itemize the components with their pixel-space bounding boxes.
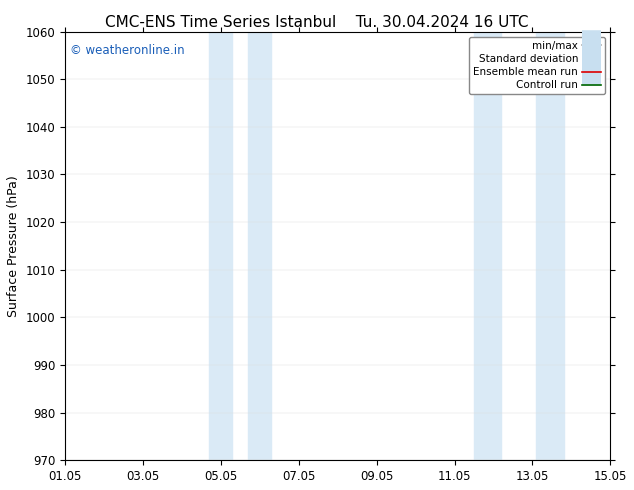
- Y-axis label: Surface Pressure (hPa): Surface Pressure (hPa): [7, 175, 20, 317]
- Legend: min/max, Standard deviation, Ensemble mean run, Controll run: min/max, Standard deviation, Ensemble me…: [469, 37, 605, 95]
- Text: CMC-ENS Time Series Istanbul    Tu. 30.04.2024 16 UTC: CMC-ENS Time Series Istanbul Tu. 30.04.2…: [105, 15, 529, 30]
- Bar: [248, 31, 271, 460]
- Text: © weatheronline.in: © weatheronline.in: [70, 45, 185, 57]
- Bar: [474, 31, 501, 460]
- Bar: [209, 31, 233, 460]
- Bar: [536, 31, 564, 460]
